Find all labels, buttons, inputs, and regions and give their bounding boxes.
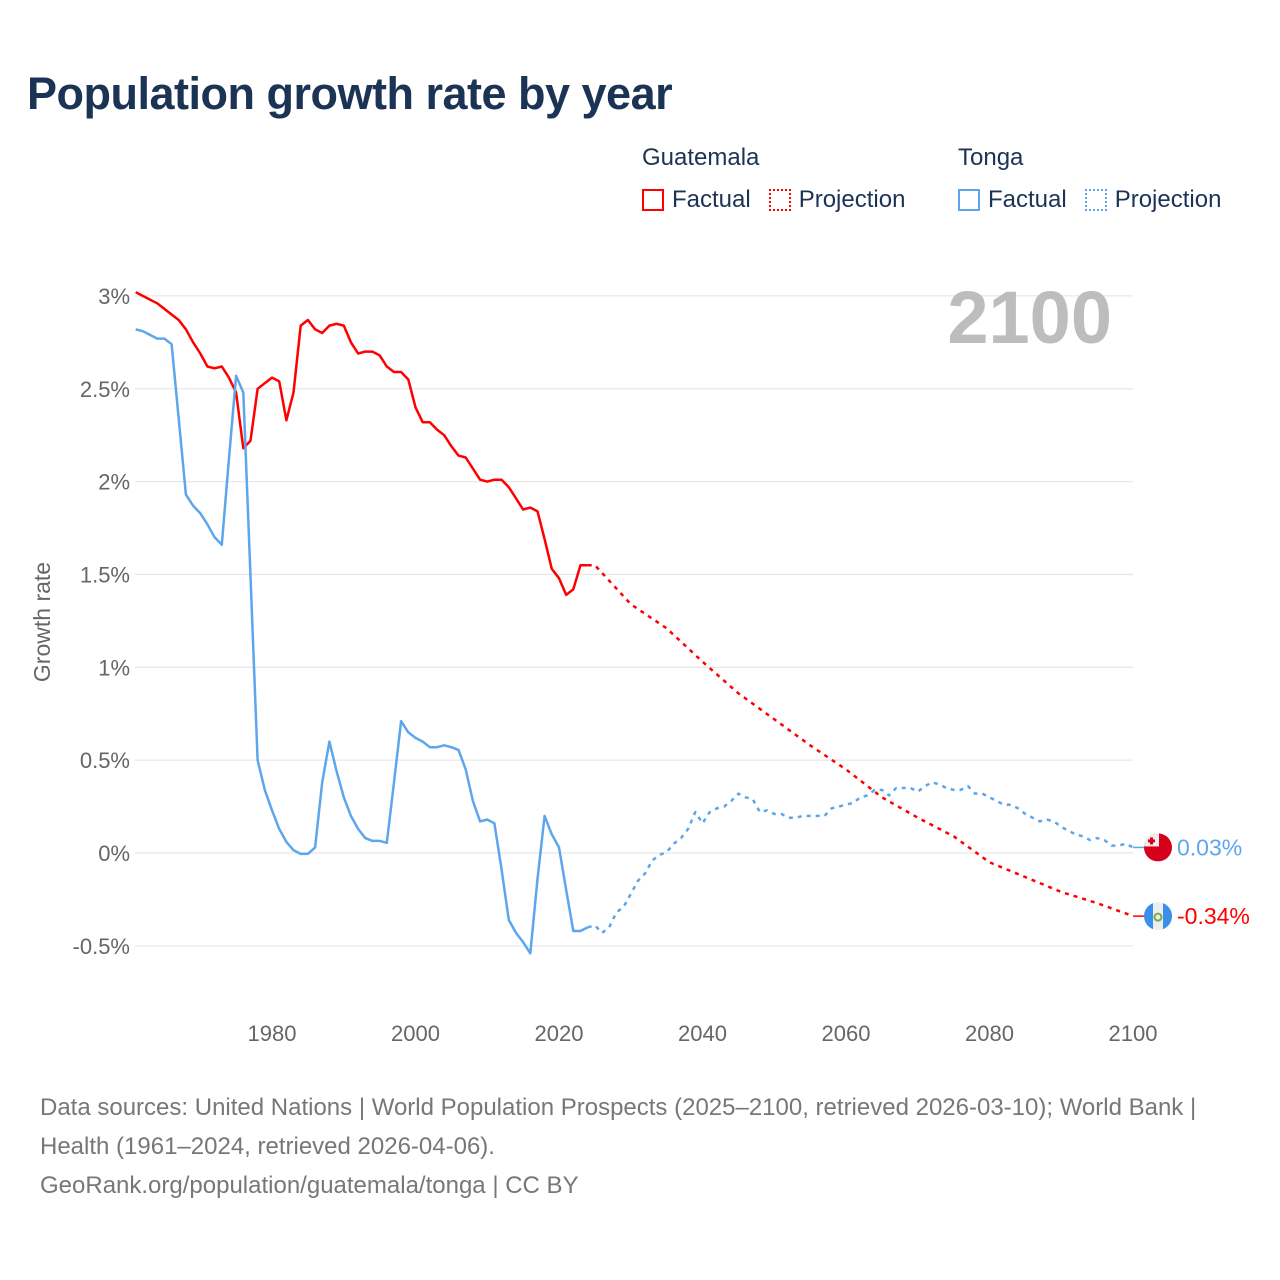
x-tick-label: 2020 xyxy=(535,1021,584,1046)
series-lines xyxy=(135,291,1134,955)
legend-swatch-factual xyxy=(958,189,980,211)
legend-group-guatemala: Guatemala Factual Projection xyxy=(642,144,923,214)
y-axis-label: Growth rate xyxy=(29,562,55,682)
x-tick-label: 2080 xyxy=(965,1021,1014,1046)
y-tick-label: 1.5% xyxy=(80,562,130,587)
end-value-label: -0.34% xyxy=(1177,903,1250,929)
legend-label-factual[interactable]: Factual xyxy=(672,186,751,213)
y-axis-ticks: -0.5% 0% 0.5% 1% 1.5% 2% 2.5% 3% xyxy=(73,284,130,959)
y-tick-label: 1% xyxy=(98,655,130,680)
y-tick-label: 0.5% xyxy=(80,748,130,773)
guatemala-factual-line xyxy=(135,291,588,597)
end-value-label: 0.03% xyxy=(1177,834,1242,860)
x-tick-label: 2000 xyxy=(391,1021,440,1046)
flag-body xyxy=(1144,902,1172,931)
tonga-factual-line xyxy=(135,328,589,955)
flag-stripe xyxy=(1144,902,1153,931)
guatemala-flag-icon xyxy=(1144,902,1172,931)
x-tick-label: 2060 xyxy=(822,1021,871,1046)
legend-label-projection: Projection xyxy=(1114,186,1222,213)
tonga-projection-line xyxy=(587,781,1134,935)
legend-label-projection[interactable]: Projection xyxy=(798,186,906,213)
y-tick-label: 2.5% xyxy=(80,377,130,402)
x-axis-ticks: 1980 2000 2020 2040 2060 2080 2100 xyxy=(248,1021,1158,1046)
flag-cross xyxy=(1148,839,1155,843)
x-tick-label: 1980 xyxy=(248,1021,297,1046)
legend-swatch-projection xyxy=(768,189,791,211)
x-tick-label: 2040 xyxy=(678,1021,727,1046)
gridlines xyxy=(135,295,1133,947)
flag-emblem xyxy=(1153,912,1163,922)
end-markers: 0.03% -0.34% xyxy=(1133,833,1250,931)
legend-group-tonga: Tonga Factual Projection xyxy=(958,144,1239,214)
y-tick-label: 2% xyxy=(98,470,130,495)
legend-swatch-factual xyxy=(642,189,664,211)
footer: Data sources: United Nations | World Pop… xyxy=(40,1088,1240,1205)
y-tick-label: 3% xyxy=(98,284,130,309)
legend-country-name: Tonga xyxy=(958,144,1024,171)
legend-country-name: Guatemala xyxy=(642,144,760,171)
flag-body xyxy=(1144,833,1172,862)
y-tick-label: 0% xyxy=(98,841,130,866)
guatemala-projection-line xyxy=(587,563,1134,918)
flag-stripe xyxy=(1163,902,1172,931)
legend-swatch-projection xyxy=(1084,189,1107,211)
x-tick-label: 2100 xyxy=(1109,1021,1158,1046)
legend-label-factual[interactable]: Factual xyxy=(988,186,1067,213)
current-year-label: 2100 xyxy=(947,276,1112,359)
credit-link[interactable]: GeoRank.org/population/guatemala/tonga |… xyxy=(40,1172,579,1199)
data-sources: Data sources: United Nations | World Pop… xyxy=(40,1094,1197,1160)
y-tick-label: -0.5% xyxy=(73,934,130,959)
chart-title: Population growth rate by year xyxy=(27,68,673,119)
tonga-flag-icon xyxy=(1144,833,1172,862)
